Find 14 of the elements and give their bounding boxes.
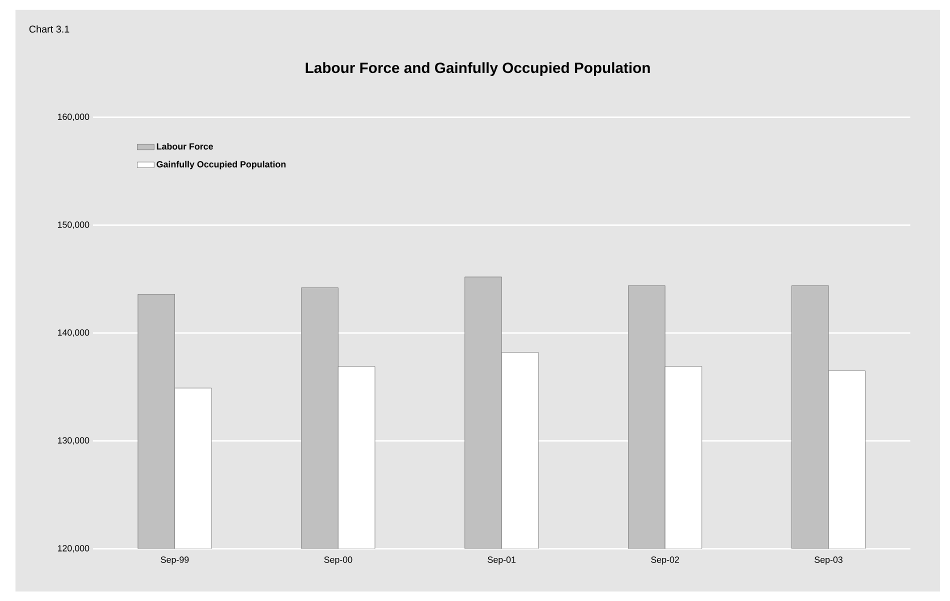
y-tick-label: 160,000 [58,113,90,121]
x-tick-label: Sep-03 [814,556,842,564]
x-tick-label: Sep-01 [488,556,516,564]
y-tick-label: 120,000 [58,544,90,552]
chart-title: Labour Force and Gainfully Occupied Population [306,62,650,76]
x-tick-label: Sep-99 [160,556,189,564]
legend-label: Labour Force [156,142,213,150]
x-tick-label: Sep-02 [651,556,679,564]
y-tick-label: 140,000 [58,329,90,336]
x-tick-label: Sep-00 [324,556,352,564]
caption: Chart 3.1 [29,25,70,32]
legend-label: Gainfully Occupied Population [156,160,286,169]
y-tick-label: 150,000 [58,221,90,229]
y-tick-label: 130,000 [58,437,90,444]
